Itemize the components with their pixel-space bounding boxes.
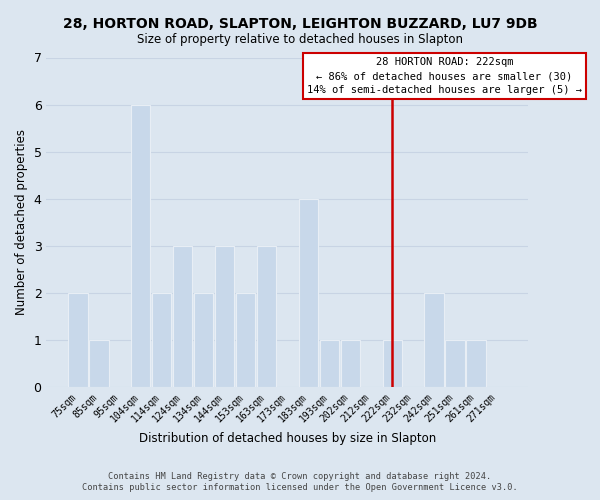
X-axis label: Distribution of detached houses by size in Slapton: Distribution of detached houses by size … [139, 432, 436, 445]
Bar [341, 340, 360, 387]
Bar [215, 246, 234, 387]
Bar [173, 246, 193, 387]
Bar [89, 340, 109, 387]
Text: Size of property relative to detached houses in Slapton: Size of property relative to detached ho… [137, 32, 463, 46]
Bar [68, 292, 88, 387]
Bar [299, 198, 318, 387]
Bar [257, 246, 276, 387]
Bar [320, 340, 339, 387]
Text: 28, HORTON ROAD, SLAPTON, LEIGHTON BUZZARD, LU7 9DB: 28, HORTON ROAD, SLAPTON, LEIGHTON BUZZA… [62, 18, 538, 32]
Bar [383, 340, 402, 387]
Bar [236, 292, 255, 387]
Bar [445, 340, 464, 387]
Bar [194, 292, 213, 387]
Bar [152, 292, 172, 387]
Text: 28 HORTON ROAD: 222sqm
← 86% of detached houses are smaller (30)
14% of semi-det: 28 HORTON ROAD: 222sqm ← 86% of detached… [307, 58, 582, 96]
Bar [466, 340, 485, 387]
Text: Contains HM Land Registry data © Crown copyright and database right 2024.
Contai: Contains HM Land Registry data © Crown c… [82, 472, 518, 492]
Bar [424, 292, 443, 387]
Y-axis label: Number of detached properties: Number of detached properties [15, 129, 28, 315]
Bar [131, 104, 151, 387]
